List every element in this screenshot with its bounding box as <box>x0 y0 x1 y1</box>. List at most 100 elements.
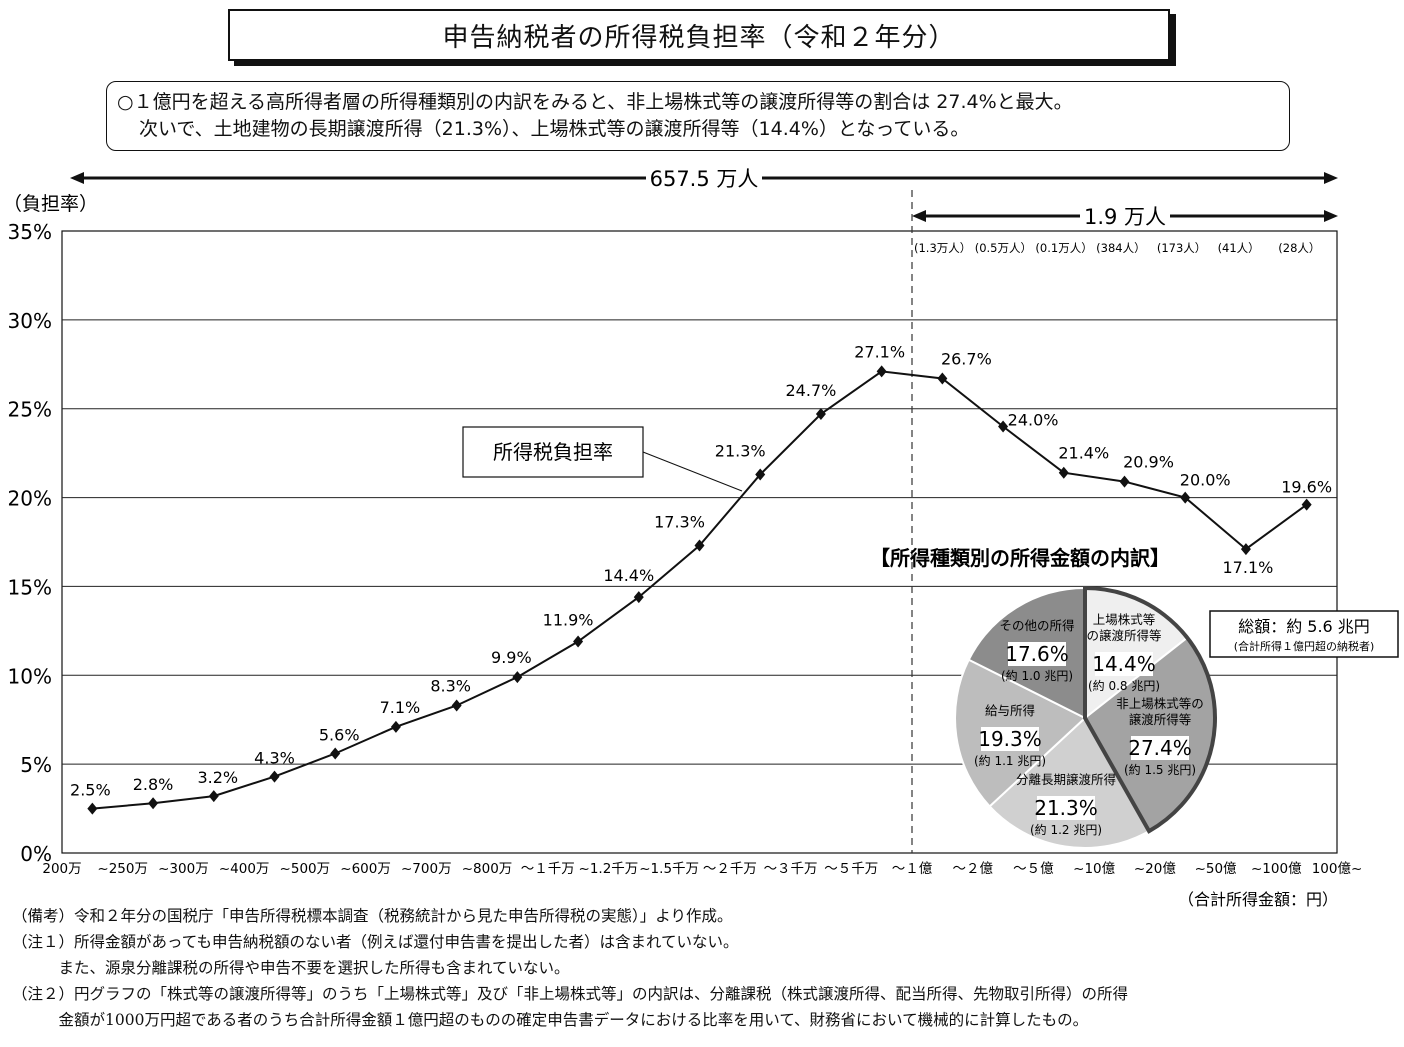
pie-slice-name: の譲渡所得等 <box>1086 628 1161 643</box>
x-tick-label: 100億~ <box>1312 861 1363 877</box>
arrow-label-bg <box>646 164 762 192</box>
x-tick-label: ～３千万 <box>764 861 818 877</box>
pie-slice-name: 譲渡所得等 <box>1129 712 1192 727</box>
pie-slice-name: 上場株式等 <box>1093 612 1156 627</box>
x-tick-label: ~400万 <box>219 861 270 877</box>
data-point <box>1119 475 1130 488</box>
pie-slice-name: 非上場株式等の <box>1116 696 1204 711</box>
x-tick-label: ～２千万 <box>703 861 757 877</box>
data-label: 7.1% <box>380 698 421 717</box>
arrow-head-left <box>912 210 926 222</box>
summary-box: ○１億円を超える高所得者層の所得種類別の内訳をみると、非上場株式等の譲渡所得等の… <box>106 81 1290 151</box>
data-point <box>755 468 766 481</box>
x-tick-label: ~700万 <box>401 861 452 877</box>
data-point <box>269 770 280 783</box>
data-label: 2.5% <box>70 781 111 800</box>
x-axis-label: （合計所得金額：円） <box>1178 890 1338 909</box>
x-tick-label: ～２億 <box>952 861 993 877</box>
pie-pct-bg <box>1095 652 1153 676</box>
data-point <box>876 365 887 378</box>
x-tick-label: ~500万 <box>280 861 331 877</box>
arrow-head-right <box>1324 172 1338 184</box>
y-tick-label: 0% <box>20 842 52 866</box>
callout-leader <box>642 451 743 492</box>
pie-slice-name: その他の所得 <box>999 618 1074 633</box>
x-tick-label: ~300万 <box>158 861 209 877</box>
pie-slice-amount: (約 0.8 兆円) <box>1088 678 1160 693</box>
note-line: （備考）令和２年分の国税庁「申告所得税標本調査（税務統計から見た申告所得税の実態… <box>12 907 733 925</box>
pie-pct-bg <box>1037 796 1095 820</box>
pie-slice <box>988 716 1151 849</box>
callout-label: 所得税負担率 <box>493 440 613 464</box>
data-label: 4.3% <box>254 749 295 768</box>
x-tick-label: ~800万 <box>462 861 513 877</box>
data-label: 17.1% <box>1223 558 1274 577</box>
span-total-arrow: 657.5 万人 <box>70 164 1338 192</box>
arrow-head-left <box>70 172 84 184</box>
y-axis-ticks: 0% 5% 10% 15% 20% 25% 30% 35% （負担率） <box>3 193 98 866</box>
data-label: 19.6% <box>1281 478 1332 497</box>
data-point <box>208 790 219 803</box>
count-label: (1.3万人） <box>914 241 971 255</box>
data-point <box>1058 466 1069 479</box>
y-tick-label: 25% <box>8 398 52 422</box>
pie-slice-amount: (約 1.1 兆円) <box>974 753 1046 768</box>
y-tick-label: 35% <box>8 220 52 244</box>
count-label: (0.5万人） <box>975 241 1032 255</box>
pie-total-label: 総額：約 5.6 兆円 <box>1238 617 1370 636</box>
x-tick-label: ～１億 <box>892 861 933 877</box>
data-point <box>1240 543 1251 556</box>
arrow-label: 657.5 万人 <box>650 167 759 191</box>
pie-slice-pct: 27.4% <box>1128 736 1192 760</box>
arrow-label: 1.9 万人 <box>1084 205 1166 229</box>
x-tick-label: 200万 <box>42 861 81 877</box>
summary-line-1: ○１億円を超える高所得者層の所得種類別の内訳をみると、非上場株式等の譲渡所得等の… <box>117 91 1073 113</box>
notes: （備考）令和２年分の国税庁「申告所得税標本調査（税務統計から見た申告所得税の実態… <box>0 903 1404 1033</box>
data-label: 24.7% <box>786 381 837 400</box>
data-label: 2.8% <box>133 775 174 794</box>
data-label: 5.6% <box>319 725 360 744</box>
data-label: 9.9% <box>491 648 532 667</box>
note-line: （注１）所得金額があっても申告納税額のない者（例えば還付申告書を提出した者）は含… <box>12 933 739 951</box>
pie-slice-amount: (約 1.2 兆円) <box>1030 822 1102 837</box>
pie-slice-amount: (約 1.0 兆円) <box>1001 668 1073 683</box>
data-label: 11.9% <box>543 611 594 630</box>
pie-pct-bg <box>1131 736 1189 760</box>
x-tick-label: ~10億 <box>1073 861 1115 877</box>
data-label: 24.0% <box>1008 410 1059 429</box>
pie-total-note: (合計所得１億円超の納税者) <box>1234 639 1375 653</box>
data-point <box>815 408 826 421</box>
x-tick-label: ~600万 <box>340 861 391 877</box>
data-point <box>87 802 98 815</box>
data-point <box>633 591 644 604</box>
data-point <box>148 797 159 810</box>
data-label: 21.4% <box>1058 444 1109 463</box>
data-point <box>998 420 1009 433</box>
pie-chart: 【所得種類別の所得金額の内訳】総額：約 5.6 兆円 (合計所得１億円超の納税者)… <box>870 546 1399 849</box>
top-counts: (1.3万人） (0.5万人） (0.1万人） (384人） (173人） (41人） (2… <box>914 241 1320 255</box>
series-line: 2.5% 2.8% 3.2% 4.3% 5.6% 7.1% 8.3% 9.9% 11.9% 14.… <box>70 342 1332 815</box>
pie-pct-bg <box>981 727 1039 751</box>
x-tick-label: ~1.2千万 <box>579 861 639 877</box>
callout: 所得税負担率 <box>462 426 743 492</box>
data-point <box>937 372 948 385</box>
data-label: 21.3% <box>715 441 766 460</box>
x-tick-label: ～５千万 <box>824 861 878 877</box>
data-label: 20.0% <box>1180 471 1231 490</box>
data-point <box>512 671 523 684</box>
data-label: 17.3% <box>654 513 705 532</box>
data-point <box>573 635 584 648</box>
pie-stock-highlight <box>1083 585 1217 834</box>
count-label: (41人） <box>1218 241 1260 255</box>
data-point <box>451 699 462 712</box>
x-axis-ticks: 200万 ~250万 ~300万 ~400万 ~500万 ~600万 ~700万 ~800万 ～… <box>42 861 1362 909</box>
data-label: 20.9% <box>1123 453 1174 472</box>
count-label: (173人） <box>1157 241 1206 255</box>
pie-slice-pct: 17.6% <box>1005 642 1069 666</box>
pie-slice-pct: 19.3% <box>978 727 1042 751</box>
pie-slice-amount: (約 1.5 兆円) <box>1124 762 1196 777</box>
note-line: また、源泉分離課税の所得や申告不要を選択した所得も含まれていない。 <box>12 959 570 977</box>
count-label: (28人） <box>1278 241 1320 255</box>
plot-frame <box>61 230 1338 854</box>
